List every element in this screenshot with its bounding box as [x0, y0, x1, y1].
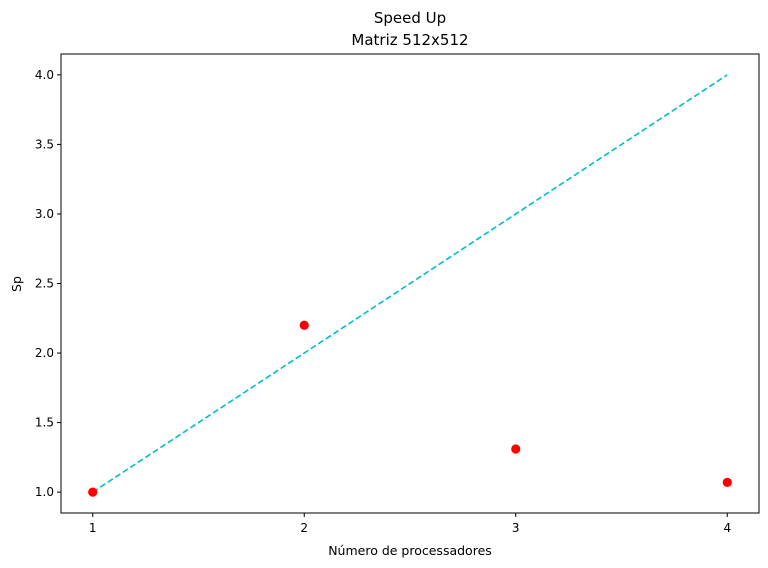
plot-area — [88, 74, 732, 497]
chart-subtitle: Matriz 512x512 — [351, 31, 468, 49]
speedup-point — [511, 444, 521, 454]
x-tick-label: 1 — [89, 521, 97, 535]
ideal-speedup-line — [92, 74, 728, 493]
y-tick-label: 4.0 — [35, 68, 54, 82]
x-axis-label: Número de processadores — [328, 543, 492, 558]
y-tick-label: 2.5 — [35, 277, 54, 291]
y-axis-label: Sp — [9, 276, 24, 292]
y-tick-label: 3.0 — [35, 207, 54, 221]
chart-title: Speed Up — [374, 9, 446, 27]
speedup-point — [299, 320, 309, 330]
y-tick-label: 1.5 — [35, 416, 54, 430]
x-tick-label: 4 — [723, 521, 731, 535]
y-tick-label: 2.0 — [35, 346, 54, 360]
speedup-point — [722, 477, 732, 487]
x-tick-label: 2 — [300, 521, 308, 535]
y-tick-label: 1.0 — [35, 485, 54, 499]
speedup-point — [88, 487, 98, 497]
y-tick-label: 3.5 — [35, 137, 54, 151]
x-tick-label: 3 — [512, 521, 520, 535]
